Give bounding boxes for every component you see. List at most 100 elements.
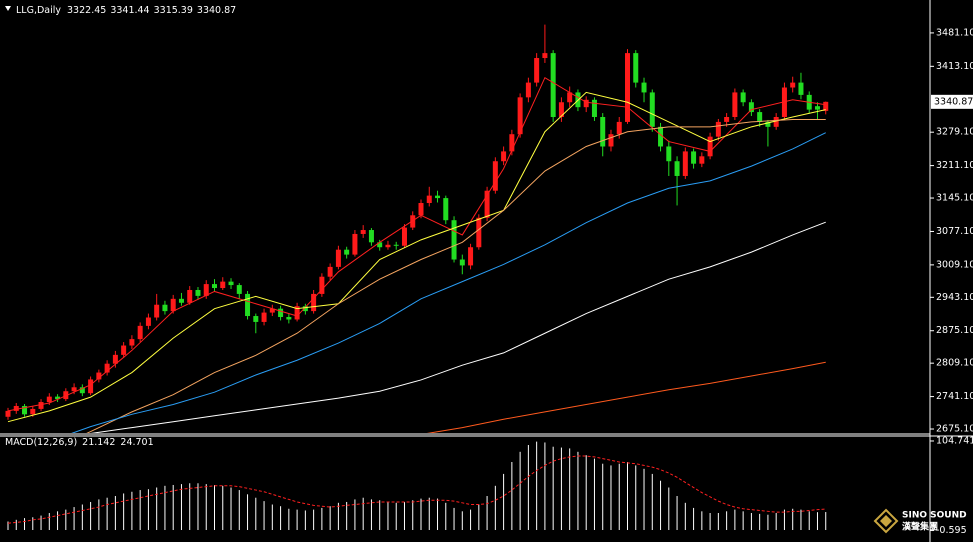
watermark-cn: 漢聲集團	[902, 521, 938, 533]
candle-body	[393, 244, 399, 246]
candle-body	[426, 195, 432, 204]
candle-body	[823, 101, 829, 111]
logo	[880, 515, 892, 527]
candle-body	[170, 298, 176, 312]
candle-body	[443, 198, 449, 221]
candle-body	[344, 249, 350, 255]
candle-body	[682, 151, 688, 176]
macd-plot	[7, 441, 827, 531]
candle-body	[22, 405, 28, 415]
macd-value: 21.142	[82, 437, 115, 448]
candle-body	[401, 227, 407, 246]
candle-body	[203, 284, 209, 296]
candle-body	[302, 306, 308, 312]
candle-body	[88, 379, 94, 394]
watermark-name: SINO SOUND	[902, 511, 967, 521]
macd-name: MACD(12,26,9)	[5, 437, 77, 448]
candle-body	[104, 363, 110, 373]
candle-body	[245, 293, 251, 317]
candle-body	[616, 121, 622, 135]
candle-body	[773, 116, 779, 127]
candle-body	[319, 276, 325, 294]
y-tick-label: 3077.10	[936, 226, 973, 237]
y-tick-label: 2741.10	[936, 391, 973, 402]
y-tick-label: 2809.10	[936, 358, 973, 369]
candle-body	[435, 195, 441, 199]
price-marker	[931, 94, 973, 109]
candle-body	[360, 230, 366, 234]
candle-body	[368, 230, 374, 243]
candle-body	[327, 266, 333, 277]
candle-body	[278, 308, 284, 318]
candle-body	[286, 317, 292, 320]
candle-body	[212, 284, 217, 289]
candle-body	[558, 102, 564, 117]
candle-body	[195, 289, 201, 296]
candle-body	[178, 298, 184, 303]
candle-body	[517, 97, 523, 135]
watermark: SINO SOUND 漢聲集團	[873, 508, 967, 534]
candle-body	[352, 233, 358, 255]
candle-body	[608, 134, 614, 147]
candle-body	[468, 247, 474, 266]
candle-body	[377, 242, 383, 248]
candle-body	[269, 308, 275, 313]
candle-body	[740, 92, 746, 103]
signal-value: 24.701	[120, 437, 153, 448]
candle-body	[591, 99, 597, 117]
candle-body	[154, 304, 160, 318]
moving-average	[71, 132, 826, 433]
candle-body	[666, 146, 672, 162]
candle-body	[5, 410, 11, 417]
candle-body	[261, 312, 267, 322]
candle-body	[583, 99, 589, 108]
candle-body	[253, 316, 259, 322]
candle-body	[790, 82, 796, 88]
price-plot	[5, 24, 829, 433]
candle-body	[145, 317, 151, 326]
menu-arrow[interactable]	[5, 6, 11, 11]
candle-body	[38, 402, 44, 409]
candle-body	[509, 134, 515, 152]
open: 3322.45	[67, 5, 106, 16]
candle-body	[492, 161, 498, 191]
candle-body	[484, 190, 490, 218]
candle-body	[724, 116, 730, 122]
candle-body	[625, 53, 630, 122]
candle-body	[641, 82, 647, 93]
low: 3315.39	[154, 5, 193, 16]
candle-body	[335, 249, 341, 267]
close: 3340.87	[197, 5, 236, 16]
candle-body	[459, 259, 465, 266]
symbol: LLG,Daily	[16, 5, 61, 16]
candle-body	[13, 405, 19, 411]
moving-average	[86, 118, 826, 433]
candle-body	[137, 325, 143, 340]
logo	[873, 508, 899, 534]
price-marker-label: 3340.87	[934, 96, 973, 107]
macd-title: MACD(12,26,9) 21.142 24.701	[5, 437, 154, 448]
candle-body	[732, 92, 738, 117]
y-tick-label: 3413.10	[936, 61, 973, 72]
candle-body	[757, 112, 763, 122]
candle-body	[311, 293, 317, 312]
candle-body	[63, 391, 69, 400]
moving-average	[426, 361, 826, 433]
candle-body	[542, 53, 548, 59]
candle-body	[294, 306, 300, 320]
candle-body	[814, 106, 820, 110]
candle-body	[220, 281, 226, 289]
candle-body	[418, 203, 424, 216]
y-tick-label: 2943.10	[936, 292, 973, 303]
candle-body	[525, 82, 531, 98]
candle-body	[46, 396, 52, 403]
candle-body	[112, 354, 118, 364]
moving-average	[90, 221, 826, 433]
candle-body	[187, 289, 193, 303]
candle-body	[550, 53, 556, 117]
candle-body	[707, 136, 713, 157]
high: 3341.44	[110, 5, 149, 16]
candle-body	[765, 121, 771, 127]
